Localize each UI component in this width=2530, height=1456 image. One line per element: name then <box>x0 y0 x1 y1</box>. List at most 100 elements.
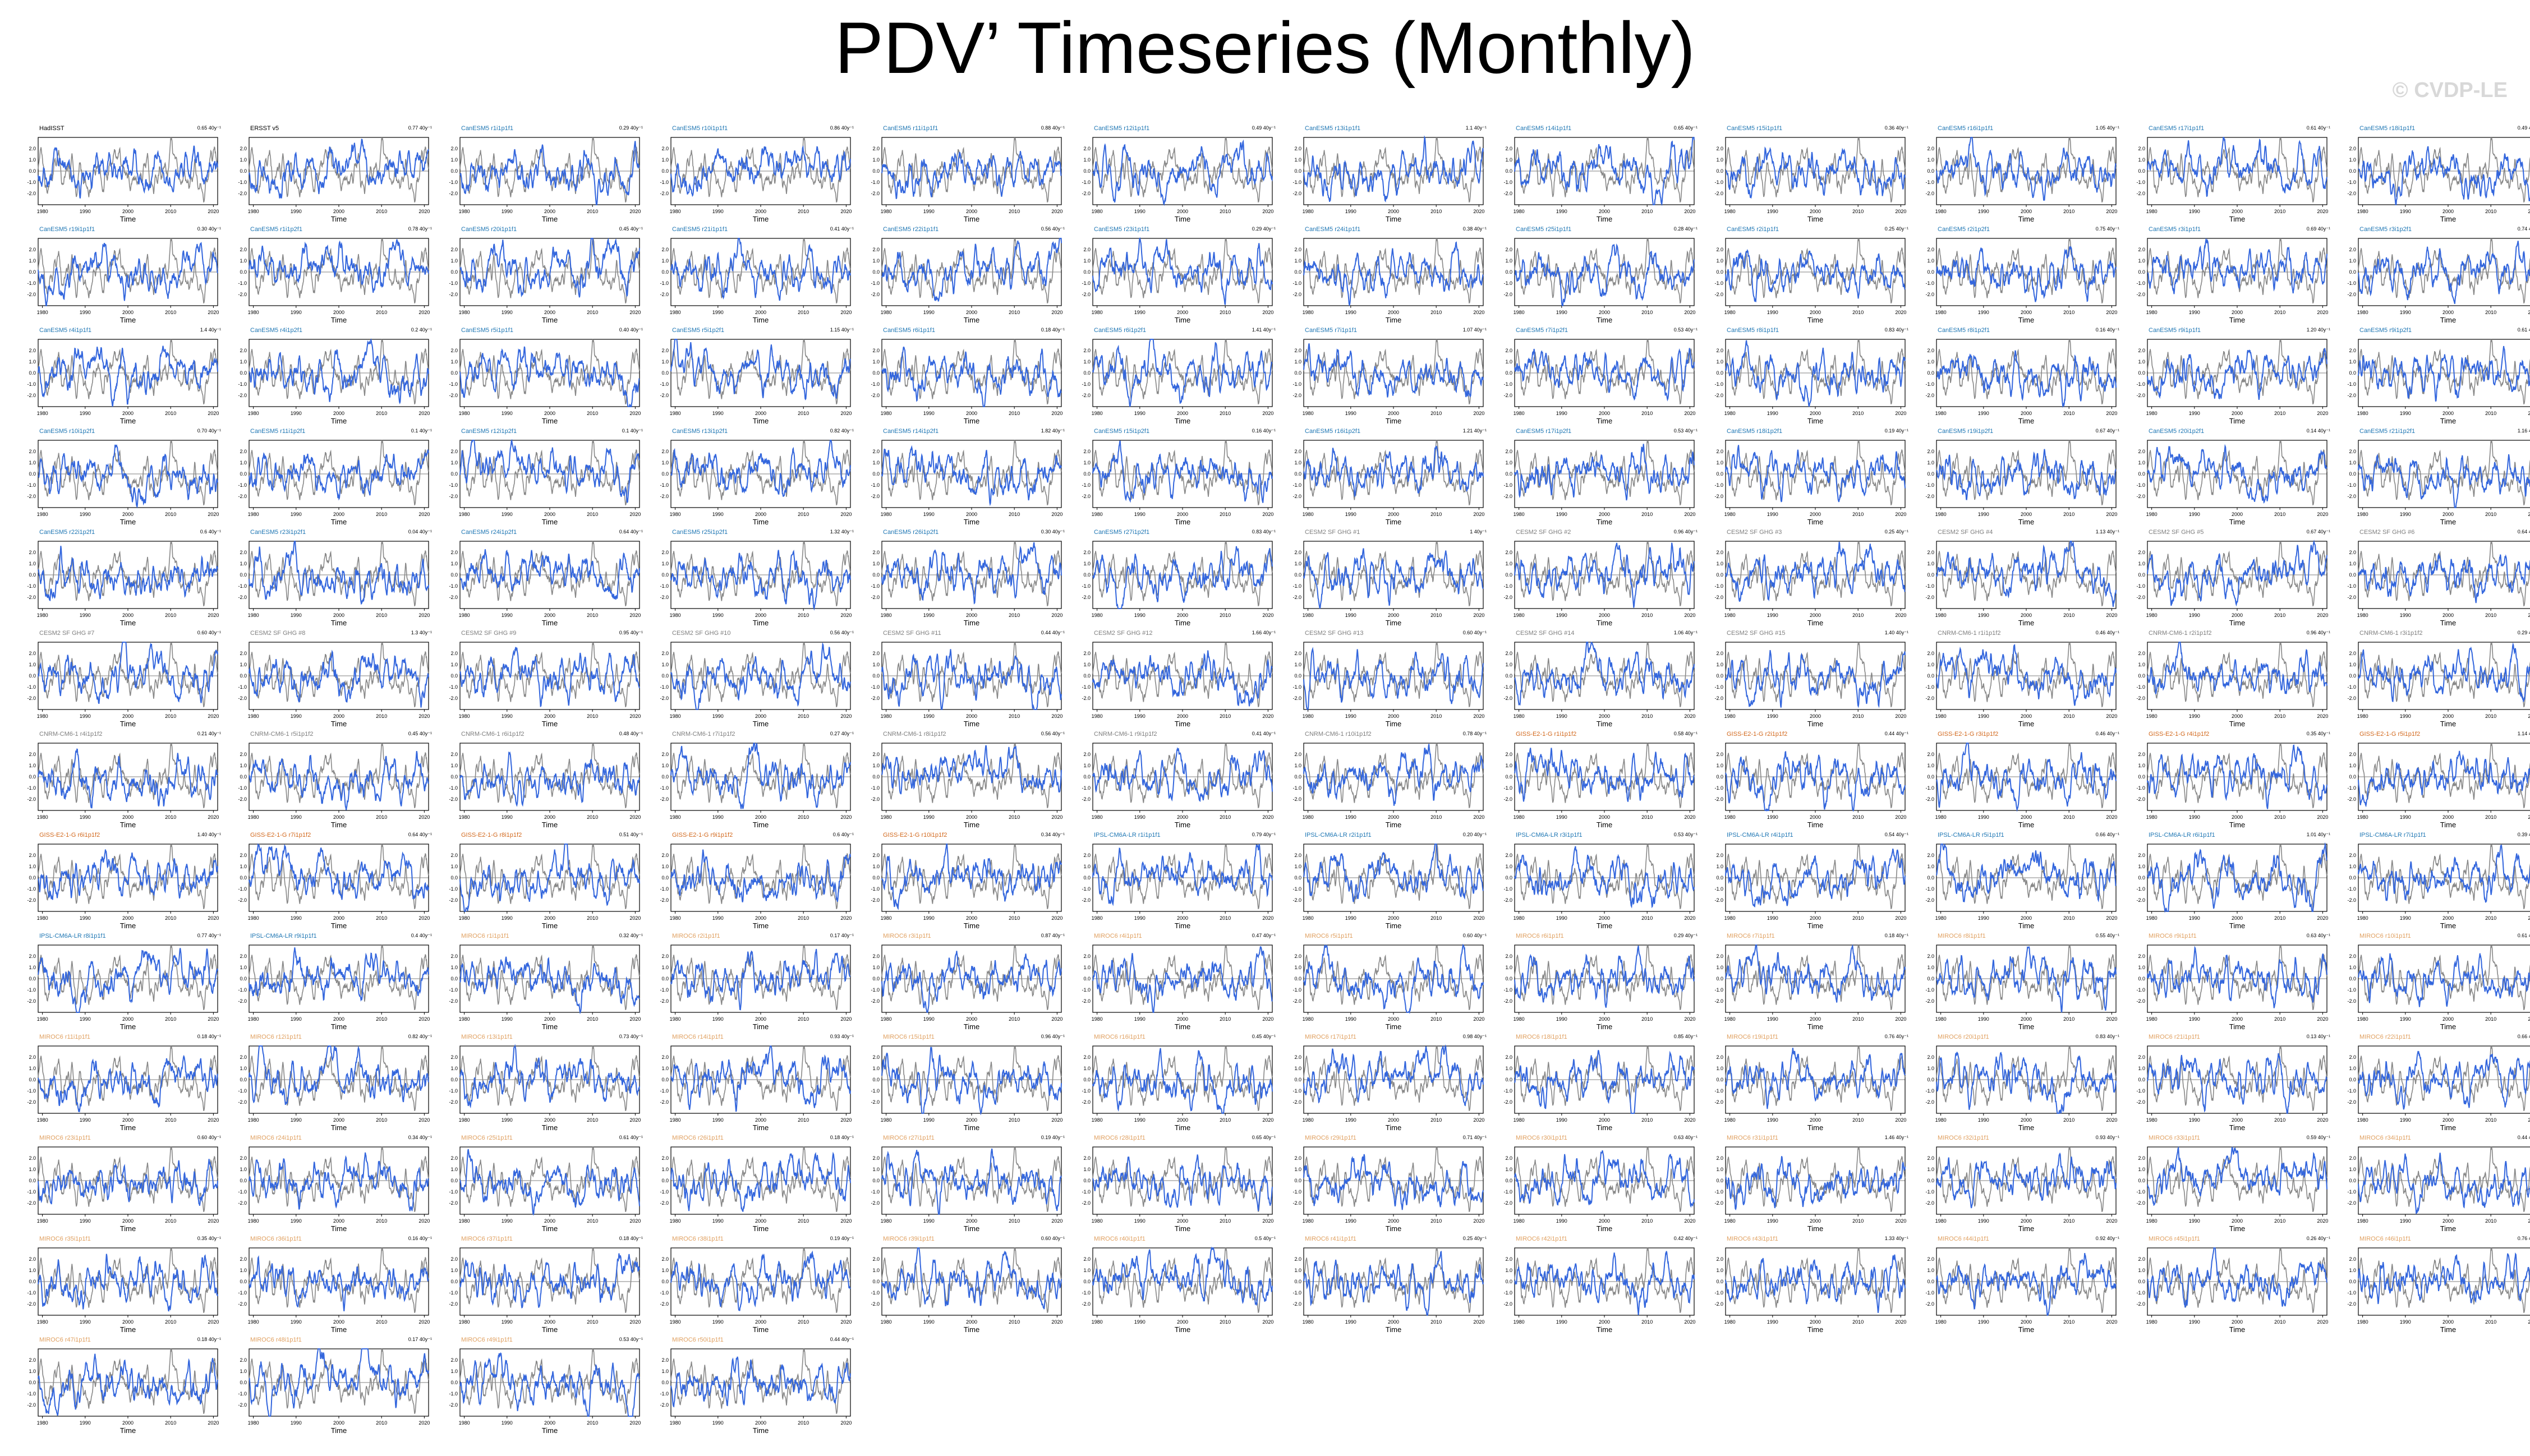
y-tick-label: -2.0 <box>1714 897 1723 903</box>
series-member <box>249 1045 429 1105</box>
x-tick-label: 1980 <box>1092 1117 1103 1123</box>
series-member <box>1514 243 1695 306</box>
chart-panel: CNRM-CM6-1 r8i1p1f2 0.56 40y⁻¹ 2.0 1.0 0.0 -1… <box>866 731 1077 833</box>
x-tick-label: 2010 <box>1220 310 1231 315</box>
y-tick-label: 0.0 <box>1716 168 1723 174</box>
chart-panel: CanESM5 r18i1p2f1 0.19 40y⁻¹ 2.0 1.0 0.0 -1.0… <box>1710 428 1921 530</box>
x-axis-label: Time <box>331 316 347 324</box>
chart-panel: CESM2 SF GHG #3 0.25 40y⁻¹ 2.0 1.0 0.0 -1.0 -2… <box>1710 529 1921 631</box>
x-tick-label: 2000 <box>966 1016 977 1022</box>
y-tick-label: 2.0 <box>1927 146 1934 151</box>
y-tick-label: 1.0 <box>1927 359 1934 365</box>
series-member <box>1092 139 1273 206</box>
y-tick-label: 0.0 <box>1505 572 1512 578</box>
y-tick-label: 1.0 <box>872 561 880 566</box>
y-tick-label: -1.0 <box>871 280 880 286</box>
y-tick-label: 0.0 <box>1083 1077 1091 1082</box>
y-tick-label: -2.0 <box>1925 695 1934 701</box>
y-tick-label: 2.0 <box>1927 348 1934 353</box>
y-tick-label: -1.0 <box>2347 179 2356 185</box>
series-member <box>38 345 218 407</box>
x-axis-label: Time <box>2018 417 2034 425</box>
panel-title: CanESM5 r10i1p2f1 <box>39 428 95 435</box>
x-tick-label: 2010 <box>587 310 598 315</box>
chart-panel: CanESM5 r16i1p2f1 1.21 40y⁻¹ 2.0 1.0 0.0 -1.0… <box>1288 428 1499 530</box>
x-tick-label: 1980 <box>1303 713 1314 719</box>
x-tick-label: 2000 <box>755 1420 766 1426</box>
x-tick-label: 2000 <box>2021 915 2032 921</box>
x-tick-label: 1980 <box>1303 1319 1314 1325</box>
y-tick-label: 1.0 <box>240 258 247 264</box>
x-tick-label: 2020 <box>1262 209 1273 214</box>
panel-trend: 0.78 40y⁻¹ <box>1462 731 1487 736</box>
y-tick-label: 1.0 <box>29 258 36 264</box>
x-tick-label: 1990 <box>2400 713 2411 719</box>
series-member <box>1936 350 2117 408</box>
series-reference <box>1514 440 1695 506</box>
series-member <box>2358 953 2530 1007</box>
panel-trend: 1.1 40y⁻¹ <box>1465 125 1487 131</box>
y-tick-label: 1.0 <box>872 965 880 970</box>
y-tick-label: 1.0 <box>450 965 458 970</box>
watermark: © CVDP-LE <box>2392 79 2508 102</box>
x-tick-label: 2020 <box>1684 310 1695 315</box>
series-reference <box>1936 541 2117 607</box>
y-tick-label: 1.0 <box>1716 662 1723 667</box>
x-tick-label: 2000 <box>122 814 134 820</box>
series-member <box>1936 137 2117 201</box>
y-tick-label: 1.0 <box>1505 1066 1512 1071</box>
x-axis-label: Time <box>120 821 136 829</box>
series-member <box>1303 1044 1484 1107</box>
x-tick-label: 1980 <box>1935 512 1947 517</box>
x-tick-label: 1980 <box>1303 411 1314 416</box>
y-tick-label: 1.0 <box>2349 1066 2356 1071</box>
panel-trend: 1.05 40y⁻¹ <box>2095 125 2119 131</box>
x-tick-label: 1990 <box>502 1016 513 1022</box>
x-tick-label: 1980 <box>1724 1319 1736 1325</box>
panel-svg: 2.01.00.0-1.0-2.019801990200020102020Tim… <box>2347 642 2530 728</box>
x-tick-label: 2000 <box>544 814 555 820</box>
x-axis-label: Time <box>753 215 769 223</box>
panel-title: CESM2 SF GHG #7 <box>39 630 95 637</box>
panel-title: CNRM-CM6-1 r3i1p1f2 <box>2359 630 2423 637</box>
panel-title: MIROC6 r36i1p1f1 <box>250 1236 302 1242</box>
x-tick-label: 2020 <box>1473 612 1484 618</box>
y-tick-label: 0.0 <box>1927 976 1934 982</box>
y-tick-label: -2.0 <box>27 1200 36 1206</box>
y-tick-label: -2.0 <box>660 695 669 701</box>
y-tick-label: -1.0 <box>1925 381 1934 387</box>
y-tick-label: -2.0 <box>660 796 669 802</box>
y-tick-label: 0.0 <box>240 1178 247 1183</box>
y-tick-label: -1.0 <box>1925 785 1934 791</box>
x-tick-label: 2020 <box>1262 310 1273 315</box>
y-tick-label: -1.0 <box>2347 583 2356 589</box>
x-tick-label: 1980 <box>1935 612 1947 618</box>
x-axis-label: Time <box>2229 1325 2245 1334</box>
x-tick-label: 1990 <box>1134 512 1146 517</box>
y-tick-label: -1.0 <box>1714 179 1723 185</box>
x-tick-label: 2000 <box>2021 310 2032 315</box>
y-tick-label: 2.0 <box>1083 348 1091 353</box>
y-tick-label: 1.0 <box>450 1066 458 1071</box>
y-tick-label: -1.0 <box>2347 785 2356 791</box>
x-tick-label: 1980 <box>248 915 259 921</box>
x-tick-label: 1980 <box>2146 915 2158 921</box>
y-tick-label: 1.0 <box>1505 763 1512 768</box>
x-tick-label: 2010 <box>1220 713 1231 719</box>
y-tick-label: 2.0 <box>1294 853 1301 858</box>
panel-trend: 0.21 40y⁻¹ <box>197 731 221 736</box>
x-tick-label: 1990 <box>2189 310 2200 315</box>
y-tick-label: 0.0 <box>2138 168 2145 174</box>
panel-title: CESM2 SF GHG #14 <box>1516 630 1575 637</box>
x-tick-label: 2010 <box>165 814 176 820</box>
x-tick-label: 2000 <box>1810 915 1821 921</box>
x-tick-label: 2020 <box>208 612 219 618</box>
y-tick-label: -1.0 <box>1714 482 1723 488</box>
x-tick-label: 1990 <box>291 713 302 719</box>
panel-title: MIROC6 r23i1p1f1 <box>39 1135 91 1141</box>
